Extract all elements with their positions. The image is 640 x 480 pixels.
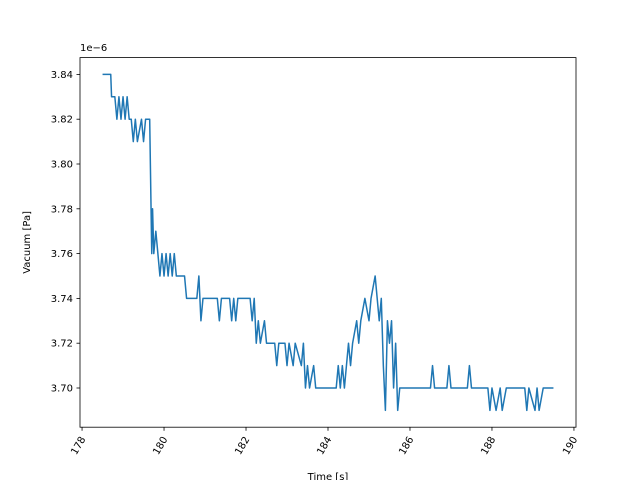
x-tick-label: 184 xyxy=(315,435,334,457)
offset-text: 1e−6 xyxy=(80,43,107,54)
y-tick-label: 3.84 xyxy=(51,70,73,81)
x-tick-label: 178 xyxy=(69,435,88,457)
x-tick-label: 188 xyxy=(479,435,498,457)
x-tick-label: 180 xyxy=(151,435,170,457)
x-tick-label: 182 xyxy=(233,435,252,457)
y-tick-label: 3.70 xyxy=(51,384,73,395)
x-tick-label: 186 xyxy=(397,435,416,457)
data-line xyxy=(102,73,554,412)
x-axis-label: Time [s] xyxy=(307,472,349,480)
y-tick-label: 3.78 xyxy=(51,204,73,215)
y-tick-label: 3.80 xyxy=(51,160,73,171)
y-tick-label: 3.76 xyxy=(51,249,73,260)
y-tick-label: 3.82 xyxy=(51,115,73,126)
plot-frame xyxy=(79,57,577,428)
y-axis-label: Vacuum [Pa] xyxy=(22,211,33,274)
y-tick-label: 3.74 xyxy=(51,294,73,305)
y-tick-label: 3.72 xyxy=(51,339,73,350)
x-tick-label: 190 xyxy=(561,435,580,457)
